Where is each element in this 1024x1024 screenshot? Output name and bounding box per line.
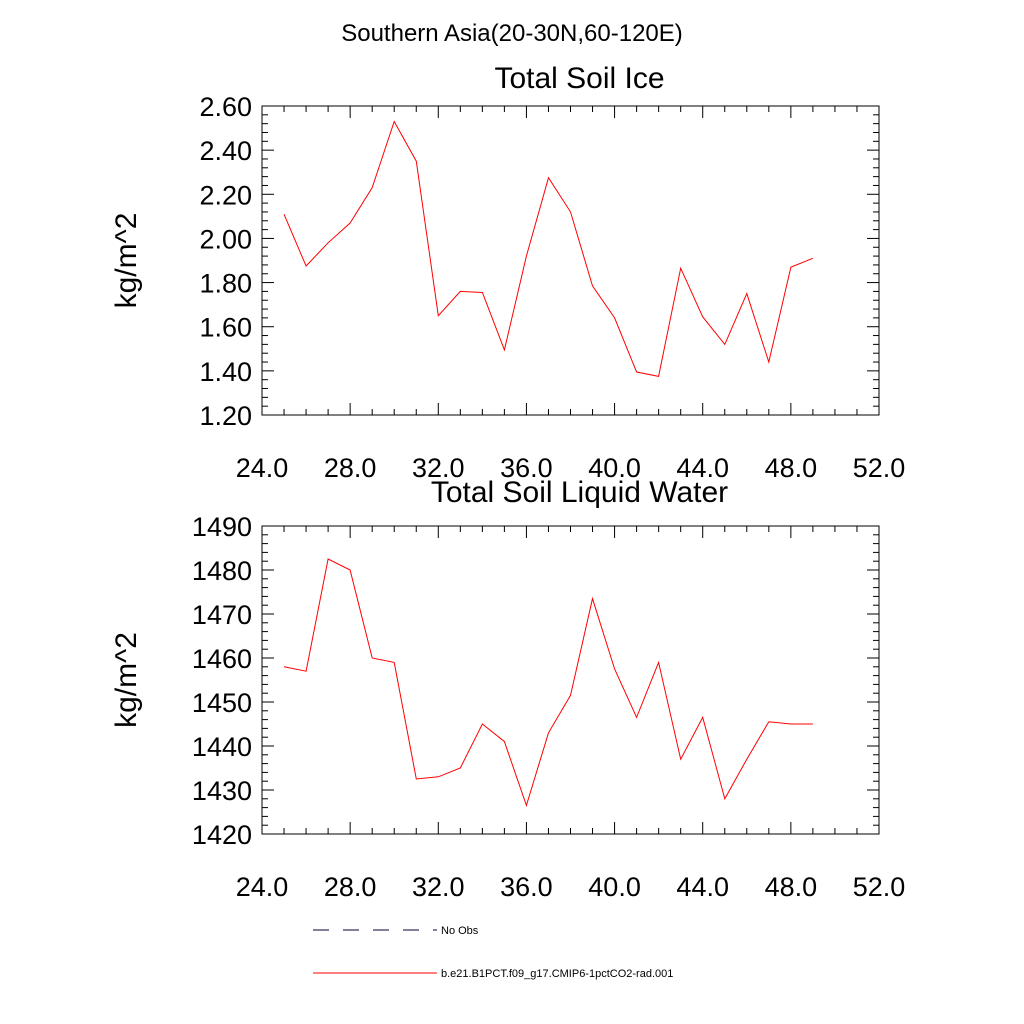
y-tick-label: 1.20 (199, 401, 252, 431)
y-tick-label: 2.00 (199, 224, 252, 254)
x-tick-label: 36.0 (500, 872, 553, 902)
x-tick-label: 24.0 (236, 453, 289, 483)
y-tick-label: 1450 (192, 688, 252, 718)
y-tick-label: 1430 (192, 776, 252, 806)
series-line-1 (283, 558, 813, 808)
panel-title: Total Soil Ice (494, 62, 664, 95)
x-tick-label: 28.0 (324, 453, 377, 483)
y-tick-label: 2.40 (199, 136, 252, 166)
x-tick-label: 44.0 (676, 453, 729, 483)
y-tick-label: 1.40 (199, 357, 252, 387)
y-tick-label: 1490 (192, 512, 252, 542)
x-tick-label: 32.0 (412, 453, 465, 483)
legend-label-model: b.e21.B1PCT.f09_g17.CMIP6-1pctCO2-rad.00… (441, 968, 673, 980)
x-tick-label: 40.0 (588, 453, 641, 483)
plot-frame (261, 525, 880, 835)
x-tick-label: 36.0 (500, 453, 553, 483)
x-tick-label: 24.0 (236, 872, 289, 902)
y-tick-label: 2.20 (199, 180, 252, 210)
chart-panel-1: Total Soil Ice 24.0 28.0 32.0 36.0 40.0 44.0 48… (110, 62, 905, 483)
y-tick-label: 1480 (192, 556, 252, 586)
x-tick-label: 48.0 (765, 453, 818, 483)
y-tick-label: 1.80 (199, 269, 252, 299)
x-tick-label: 48.0 (765, 872, 818, 902)
panel-title: Total Soil Liquid Water (431, 476, 728, 509)
plot-frame (261, 105, 880, 416)
y-tick-label: 1460 (192, 644, 252, 674)
x-tick-label: 52.0 (853, 872, 906, 902)
y-tick-label: 1440 (192, 732, 252, 762)
figure-title: Southern Asia(20-30N,60-120E) (341, 20, 683, 47)
x-tick-label: 44.0 (676, 872, 729, 902)
legend-label-no-obs: No Obs (441, 925, 479, 937)
series-line-1 (283, 120, 814, 377)
x-tick-label: 28.0 (324, 872, 377, 902)
x-tick-label: 52.0 (853, 453, 906, 483)
y-axis-label: kg/m^2 (110, 632, 143, 728)
chart-panel-2: Total Soil Liquid Water 24.0 28.0 32.0 36.0 4… (110, 476, 905, 902)
legend: No Obs b.e21.B1PCT.f09_g17.CMIP6-1pctCO2… (313, 925, 673, 980)
y-tick-label: 1420 (192, 820, 252, 850)
x-tick-label: 32.0 (412, 872, 465, 902)
y-tick-label: 1470 (192, 600, 252, 630)
y-tick-label: 1.60 (199, 313, 252, 343)
x-tick-label: 40.0 (588, 872, 641, 902)
y-axis-label: kg/m^2 (110, 213, 143, 309)
y-tick-label: 2.60 (199, 92, 252, 122)
